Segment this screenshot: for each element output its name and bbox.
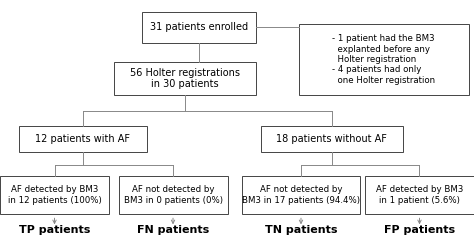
FancyBboxPatch shape — [118, 176, 228, 214]
Text: 31 patients enrolled: 31 patients enrolled — [150, 22, 248, 32]
Text: AF detected by BM3
in 1 patient (5.6%): AF detected by BM3 in 1 patient (5.6%) — [376, 185, 463, 205]
Text: AF not detected by
BM3 in 17 patients (94.4%): AF not detected by BM3 in 17 patients (9… — [242, 185, 360, 205]
Text: TP patients: TP patients — [19, 225, 90, 235]
Text: FP patients: FP patients — [384, 225, 455, 235]
Text: FN patients: FN patients — [137, 225, 209, 235]
FancyBboxPatch shape — [19, 126, 147, 152]
Text: 12 patients with AF: 12 patients with AF — [36, 134, 130, 144]
Text: AF detected by BM3
in 12 patients (100%): AF detected by BM3 in 12 patients (100%) — [8, 185, 101, 205]
Text: - 1 patient had the BM3
  explanted before any
  Holter registration
- 4 patient: - 1 patient had the BM3 explanted before… — [332, 34, 436, 85]
Text: AF not detected by
BM3 in 0 patients (0%): AF not detected by BM3 in 0 patients (0%… — [124, 185, 222, 205]
FancyBboxPatch shape — [242, 176, 360, 214]
FancyBboxPatch shape — [0, 176, 109, 214]
Text: 56 Holter registrations
in 30 patients: 56 Holter registrations in 30 patients — [130, 68, 240, 89]
FancyBboxPatch shape — [299, 24, 469, 95]
FancyBboxPatch shape — [365, 176, 474, 214]
FancyBboxPatch shape — [261, 126, 403, 152]
FancyBboxPatch shape — [142, 12, 256, 43]
FancyBboxPatch shape — [114, 62, 256, 95]
Text: TN patients: TN patients — [265, 225, 337, 235]
Text: 18 patients without AF: 18 patients without AF — [276, 134, 387, 144]
